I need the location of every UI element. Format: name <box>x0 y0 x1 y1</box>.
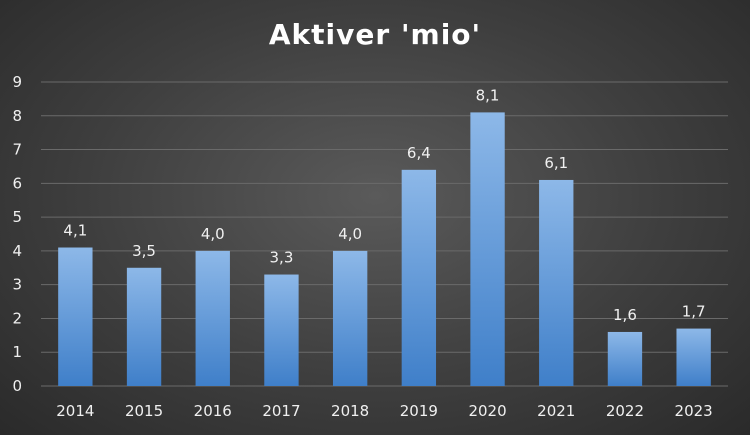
data-label: 3,3 <box>270 249 294 267</box>
data-label: 1,6 <box>613 306 637 324</box>
x-tick-label: 2018 <box>331 402 369 420</box>
data-label: 4,1 <box>63 222 87 240</box>
data-label: 4,0 <box>338 225 362 243</box>
x-tick-label: 2021 <box>537 402 575 420</box>
bar-2018 <box>332 250 368 386</box>
bar-2016 <box>195 250 230 386</box>
y-tick-label: 5 <box>12 208 22 226</box>
bar-2020 <box>470 112 505 387</box>
bar-2023 <box>676 328 711 386</box>
data-label: 6,1 <box>544 154 568 172</box>
x-tick-label: 2022 <box>606 402 644 420</box>
x-tick-label: 2015 <box>125 402 163 420</box>
y-tick-label: 0 <box>12 377 22 395</box>
y-tick-label: 8 <box>12 107 22 125</box>
x-tick-label: 2017 <box>262 402 300 420</box>
x-tick-label: 2023 <box>675 402 713 420</box>
bar-2021 <box>539 179 574 386</box>
y-tick-label: 7 <box>12 141 22 159</box>
bars <box>58 112 711 387</box>
y-tick-label: 4 <box>12 242 22 260</box>
data-label: 3,5 <box>132 242 156 260</box>
bar-2019 <box>401 169 437 386</box>
y-tick-label: 6 <box>12 174 22 192</box>
bar-2022 <box>607 331 643 386</box>
bar-2017 <box>264 274 299 386</box>
x-axis-ticks: 2014 2015 2016 2017 2018 2019 2020 2021 2022 2023 <box>56 402 712 420</box>
x-tick-label: 2014 <box>56 402 94 420</box>
y-tick-label: 1 <box>12 343 22 361</box>
y-tick-label: 3 <box>12 276 22 294</box>
data-label: 4,0 <box>201 225 225 243</box>
data-label: 1,7 <box>682 303 706 321</box>
data-label: 6,4 <box>407 144 431 162</box>
chart-title: Aktiver 'mio' <box>268 18 482 51</box>
bar-2015 <box>126 267 162 386</box>
data-label: 8,1 <box>476 86 500 104</box>
x-tick-label: 2016 <box>194 402 232 420</box>
y-tick-label: 9 <box>12 73 22 91</box>
y-axis-ticks: 0 1 2 3 4 5 6 7 8 9 <box>12 73 22 395</box>
x-tick-label: 2020 <box>468 402 506 420</box>
x-tick-label: 2019 <box>400 402 438 420</box>
y-tick-label: 2 <box>12 309 22 327</box>
bar-2014 <box>58 247 93 386</box>
data-labels: 4,1 3,5 4,0 3,3 4,0 6,4 8,1 6,1 1,6 1,7 <box>63 86 705 324</box>
